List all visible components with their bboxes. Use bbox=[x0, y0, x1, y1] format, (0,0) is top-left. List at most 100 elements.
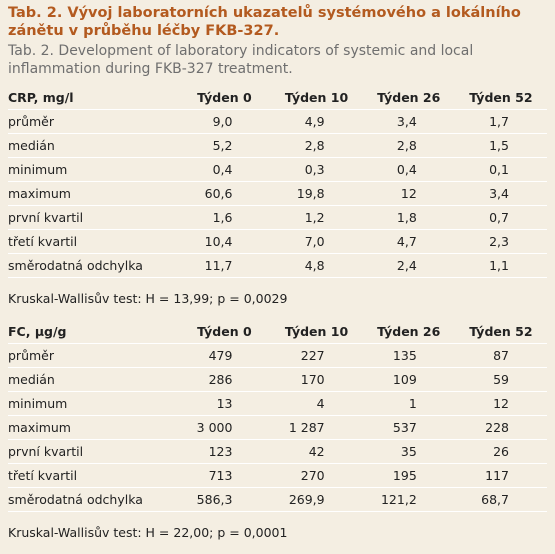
cell: 26 bbox=[454, 439, 547, 464]
cell: 0,3 bbox=[270, 157, 363, 182]
cell: 35 bbox=[362, 439, 455, 464]
cell: 4,7 bbox=[362, 229, 455, 254]
cell: 121,2 bbox=[362, 487, 455, 512]
row-label: medián bbox=[8, 367, 179, 392]
cell: 1,7 bbox=[454, 109, 547, 134]
cell: 7,0 bbox=[270, 229, 363, 254]
cell: 537 bbox=[362, 415, 455, 440]
cell: 1 bbox=[362, 391, 455, 416]
data-table: CRP, mg/l Týden 0 Týden 10 Týden 26 Týden 52… bbox=[8, 86, 547, 278]
data-row: medián 286 170 109 59 bbox=[8, 367, 547, 392]
cell: 228 bbox=[454, 415, 547, 440]
cell: 2,4 bbox=[362, 253, 455, 278]
data-row: maximum 3 000 1 287 537 228 bbox=[8, 415, 547, 440]
column-header: Týden 10 bbox=[270, 320, 363, 344]
column-header: CRP, mg/l bbox=[8, 86, 179, 110]
row-label: medián bbox=[8, 133, 179, 158]
cell: 4 bbox=[270, 391, 363, 416]
row-label: třetí kvartil bbox=[8, 463, 179, 488]
data-row: minimum 13 4 1 12 bbox=[8, 391, 547, 416]
cell: 117 bbox=[454, 463, 547, 488]
test-note: Kruskal-Wallisův test: H = 13,99; p = 0,… bbox=[8, 291, 288, 306]
column-header: Týden 10 bbox=[270, 86, 363, 110]
cell: 270 bbox=[270, 463, 363, 488]
cell: 9,0 bbox=[178, 109, 271, 134]
cell: 2,3 bbox=[454, 229, 547, 254]
cell: 713 bbox=[178, 463, 271, 488]
data-row: směrodatná odchylka 586,3 269,9 121,2 68,7 bbox=[8, 487, 547, 512]
cell: 286 bbox=[178, 367, 271, 392]
cell: 1,1 bbox=[454, 253, 547, 278]
cell: 5,2 bbox=[178, 133, 271, 158]
cell: 2,8 bbox=[362, 133, 455, 158]
cell: 1,8 bbox=[362, 205, 455, 230]
cell: 1,2 bbox=[270, 205, 363, 230]
tables: CRP, mg/l Týden 0 Týden 10 Týden 26 Týden 52… bbox=[8, 86, 547, 554]
cell: 11,7 bbox=[178, 253, 271, 278]
cell: 10,4 bbox=[178, 229, 271, 254]
column-header: FC, µg/g bbox=[8, 320, 179, 344]
cell: 87 bbox=[454, 343, 547, 368]
column-header: Týden 26 bbox=[362, 86, 455, 110]
cell: 4,8 bbox=[270, 253, 363, 278]
data-row: třetí kvartil 10,4 7,0 4,7 2,3 bbox=[8, 229, 547, 254]
cell: 195 bbox=[362, 463, 455, 488]
cell: 135 bbox=[362, 343, 455, 368]
cell: 12 bbox=[454, 391, 547, 416]
cell: 0,4 bbox=[178, 157, 271, 182]
cell: 479 bbox=[178, 343, 271, 368]
cell: 68,7 bbox=[454, 487, 547, 512]
data-row: první kvartil 1,6 1,2 1,8 0,7 bbox=[8, 205, 547, 230]
data-row: medián 5,2 2,8 2,8 1,5 bbox=[8, 133, 547, 158]
row-label: směrodatná odchylka bbox=[8, 253, 179, 278]
cell: 1 287 bbox=[270, 415, 363, 440]
column-header: Týden 0 bbox=[178, 320, 271, 344]
cell: 0,1 bbox=[454, 157, 547, 182]
cell: 3,4 bbox=[362, 109, 455, 134]
cell: 123 bbox=[178, 439, 271, 464]
data-row: maximum 60,6 19,8 12 3,4 bbox=[8, 181, 547, 206]
row-label: první kvartil bbox=[8, 439, 179, 464]
data-row: směrodatná odchylka 11,7 4,8 2,4 1,1 bbox=[8, 253, 547, 278]
cell: 269,9 bbox=[270, 487, 363, 512]
title: Tab. 2. Vývoj laboratorních ukazatelů sy… bbox=[8, 5, 521, 39]
row-label: průměr bbox=[8, 109, 179, 134]
cell: 19,8 bbox=[270, 181, 363, 206]
cell: 2,8 bbox=[270, 133, 363, 158]
header-row: CRP, mg/l Týden 0 Týden 10 Týden 26 Týden 52 bbox=[8, 86, 547, 110]
row-label: první kvartil bbox=[8, 205, 179, 230]
data-row: třetí kvartil 713 270 195 117 bbox=[8, 463, 547, 488]
cell: 0,7 bbox=[454, 205, 547, 230]
row-label: maximum bbox=[8, 415, 179, 440]
row-label: minimum bbox=[8, 157, 179, 182]
cell: 60,6 bbox=[178, 181, 271, 206]
row-label: směrodatná odchylka bbox=[8, 487, 179, 512]
row-label: průměr bbox=[8, 343, 179, 368]
data-table: FC, µg/g Týden 0 Týden 10 Týden 26 Týden 52 p… bbox=[8, 320, 547, 512]
cell: 3 000 bbox=[178, 415, 271, 440]
subtitle: Tab. 2. Development of laboratory indica… bbox=[8, 43, 474, 77]
data-row: průměr 479 227 135 87 bbox=[8, 343, 547, 368]
row-label: maximum bbox=[8, 181, 179, 206]
cell: 59 bbox=[454, 367, 547, 392]
cell: 109 bbox=[362, 367, 455, 392]
column-header: Týden 0 bbox=[178, 86, 271, 110]
data-row: první kvartil 123 42 35 26 bbox=[8, 439, 547, 464]
row-label: třetí kvartil bbox=[8, 229, 179, 254]
column-header: Týden 52 bbox=[454, 320, 547, 344]
cell: 0,4 bbox=[362, 157, 455, 182]
header-row: FC, µg/g Týden 0 Týden 10 Týden 26 Týden 52 bbox=[8, 320, 547, 344]
cell: 13 bbox=[178, 391, 271, 416]
test-note: Kruskal-Wallisův test: H = 22,00; p = 0,… bbox=[8, 525, 288, 540]
row-label: minimum bbox=[8, 391, 179, 416]
column-header: Týden 52 bbox=[454, 86, 547, 110]
cell: 1,5 bbox=[454, 133, 547, 158]
cell: 42 bbox=[270, 439, 363, 464]
column-header: Týden 26 bbox=[362, 320, 455, 344]
cell: 227 bbox=[270, 343, 363, 368]
data-row: průměr 9,0 4,9 3,4 1,7 bbox=[8, 109, 547, 134]
cell: 4,9 bbox=[270, 109, 363, 134]
cell: 1,6 bbox=[178, 205, 271, 230]
cell: 586,3 bbox=[178, 487, 271, 512]
